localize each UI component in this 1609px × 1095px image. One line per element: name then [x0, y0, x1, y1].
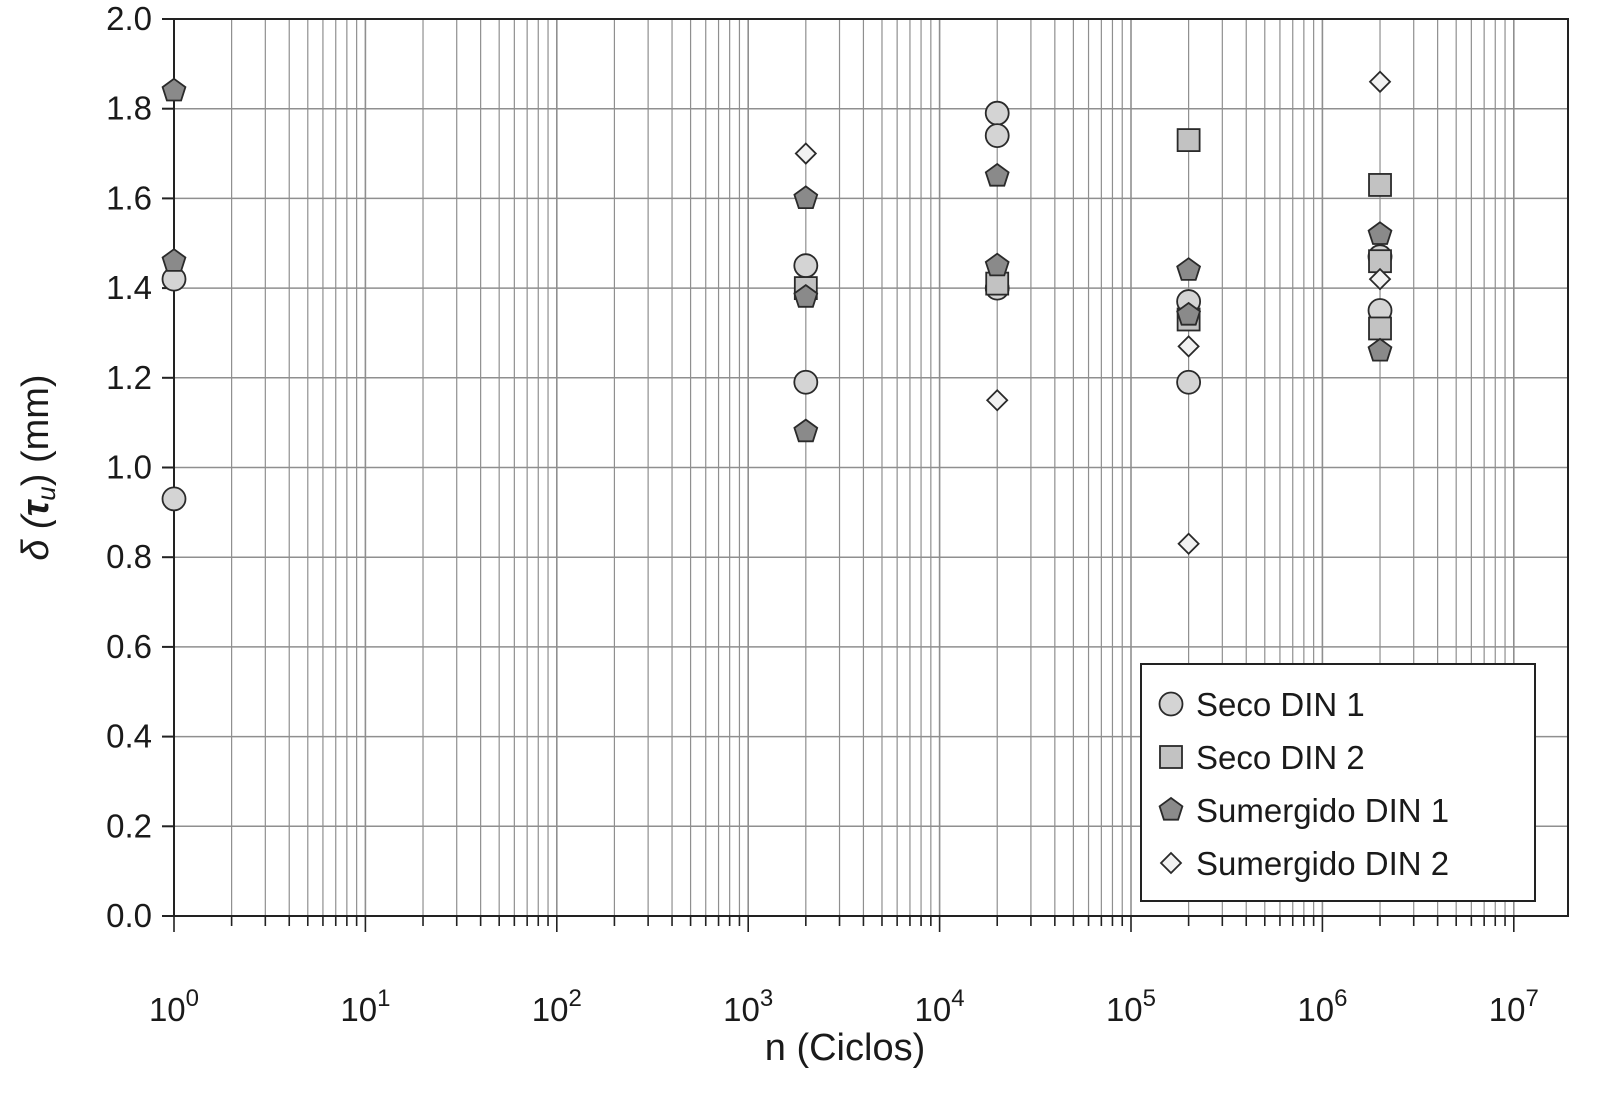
x-tick-label-exponent: 7 [1525, 985, 1538, 1012]
data-point-circle [1176, 369, 1202, 395]
data-point-diamond [1177, 532, 1200, 556]
legend-marker-square [1159, 745, 1183, 769]
data-point-pentagon [793, 283, 819, 308]
legend: Seco DIN 1 Seco DIN 2 Sumergido DIN 1 Sumer… [1140, 663, 1536, 902]
y-axis-title-prefix: δ ( [15, 513, 57, 561]
data-points [161, 70, 1393, 556]
x-tick-label: 106 [1297, 985, 1347, 1028]
legend-item: Sumergido DIN 2 [1159, 845, 1449, 882]
y-axis-title-symbol: τ [15, 498, 57, 516]
x-tick-label-exponent: 1 [377, 985, 390, 1012]
data-point-diamond [1368, 70, 1392, 94]
x-tick-label-exponent: 5 [1143, 985, 1156, 1012]
y-axis-title: δ (τu) (mm) [15, 374, 61, 560]
legend-marker-circle [1158, 691, 1184, 717]
y-tick-label: 1.4 [106, 269, 152, 306]
legend-label: Seco DIN 1 [1196, 686, 1365, 723]
y-axis: 0.0 0.2 0.4 0.6 0.8 1.0 1.2 1.4 1.6 1.8 2.0 [106, 0, 174, 934]
y-axis-title-subscript: u [31, 486, 61, 500]
x-tick-label: 107 [1489, 985, 1539, 1028]
x-tick-label-base: 10 [723, 991, 760, 1028]
y-tick-label: 0.4 [106, 718, 152, 755]
series-diamond [794, 70, 1392, 556]
data-point-pentagon [984, 162, 1010, 187]
data-point-pentagon [793, 418, 819, 443]
y-tick-label: 1.8 [106, 90, 152, 127]
data-point-pentagon [1367, 337, 1393, 362]
y-tick-label: 0.6 [106, 628, 152, 665]
y-tick-label: 0.2 [106, 807, 152, 844]
data-point-pentagon [984, 252, 1010, 277]
x-tick-label: 102 [532, 985, 582, 1028]
x-tick-label-exponent: 3 [760, 985, 773, 1012]
y-axis-title-suffix: ) (mm) [15, 374, 57, 486]
data-point-circle [984, 123, 1010, 149]
x-tick-label-base: 10 [149, 991, 186, 1028]
legend-label: Seco DIN 2 [1196, 739, 1365, 776]
x-tick-label-base: 10 [1489, 991, 1526, 1028]
data-point-circle [793, 369, 819, 395]
data-point-pentagon [161, 248, 187, 272]
y-tick-label: 0.0 [106, 897, 152, 934]
legend-item: Sumergido DIN 1 [1158, 792, 1449, 829]
data-point-square [1176, 128, 1201, 152]
x-tick-label: 100 [149, 985, 199, 1028]
legend-item: Seco DIN 2 [1159, 739, 1365, 776]
x-tick-label-exponent: 6 [1334, 985, 1347, 1012]
y-tick-label: 1.6 [106, 179, 152, 216]
data-point-diamond [794, 142, 818, 165]
x-tick-label-base: 10 [340, 991, 377, 1028]
y-tick-label: 1.2 [106, 359, 152, 396]
data-point-pentagon [1176, 301, 1202, 326]
legend-box [1140, 663, 1536, 902]
data-point-pentagon [1176, 257, 1202, 281]
legend-label: Sumergido DIN 1 [1196, 792, 1449, 829]
x-tick-label-base: 10 [1106, 991, 1143, 1028]
x-tick-label: 104 [915, 985, 965, 1028]
y-tick-label: 2.0 [106, 0, 152, 37]
data-point-circle [161, 486, 187, 512]
x-tick-label: 103 [723, 985, 773, 1028]
x-tick-label-exponent: 4 [951, 985, 964, 1012]
series-pentagon [161, 77, 1393, 443]
data-point-square [1368, 316, 1392, 341]
x-tick-label-exponent: 0 [186, 985, 199, 1012]
legend-marker-pentagon [1158, 796, 1184, 821]
x-tick-label-base: 10 [532, 991, 569, 1028]
data-point-pentagon [161, 77, 187, 102]
data-point-square [1368, 173, 1392, 197]
x-tick-label: 105 [1106, 985, 1156, 1028]
legend-item: Seco DIN 1 [1158, 686, 1365, 723]
x-tick-label-exponent: 2 [568, 985, 581, 1012]
x-tick-label-base: 10 [1297, 991, 1334, 1028]
legend-label: Sumergido DIN 2 [1196, 845, 1449, 882]
data-point-diamond [1368, 267, 1392, 291]
data-point-pentagon [793, 185, 819, 210]
x-tick-label: 101 [340, 985, 390, 1028]
data-point-diamond [1177, 335, 1200, 358]
x-axis: 100 101 102 103 104 105 106 107 [149, 916, 1539, 1028]
y-tick-label: 0.8 [106, 538, 152, 575]
legend-marker-diamond [1159, 851, 1183, 875]
x-axis-title: n (Ciclos) [765, 1027, 925, 1069]
x-tick-label-base: 10 [915, 991, 952, 1028]
data-point-circle [984, 100, 1010, 126]
y-tick-label: 1.0 [106, 449, 152, 486]
data-point-diamond [985, 388, 1009, 412]
data-point-circle [793, 253, 819, 279]
data-point-pentagon [1367, 221, 1393, 245]
